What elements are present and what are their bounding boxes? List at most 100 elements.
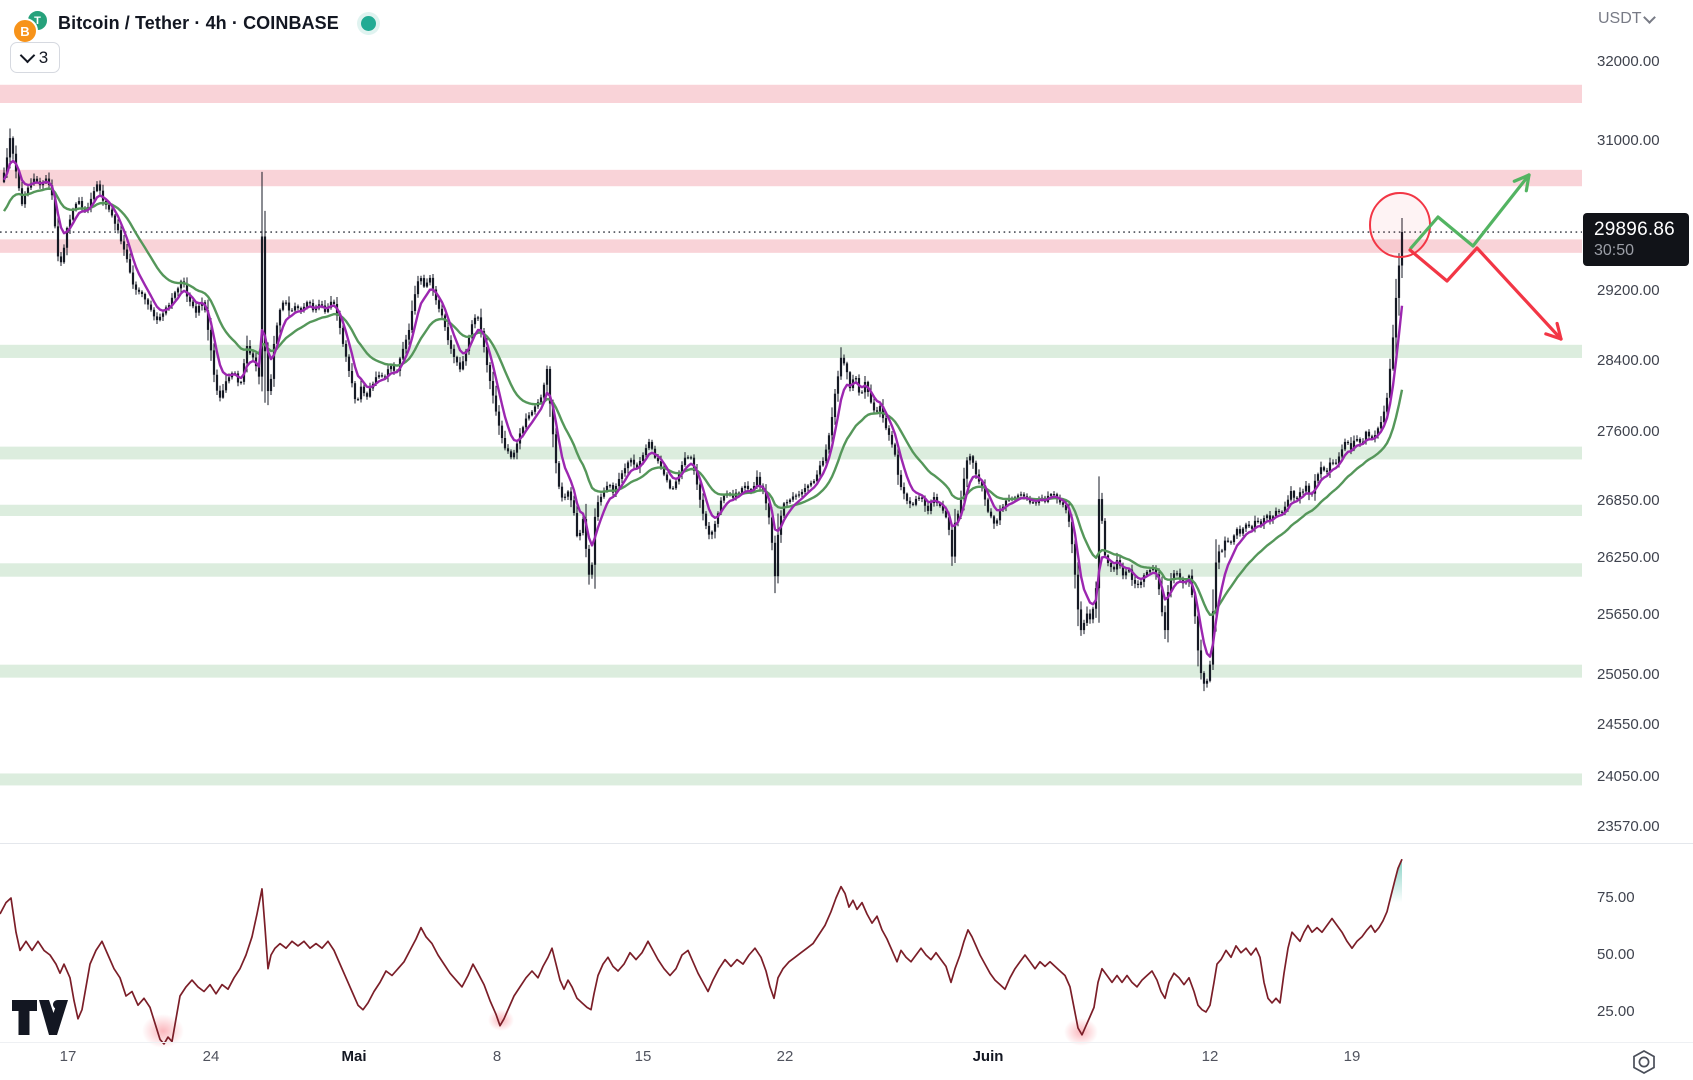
candle-body (959, 498, 963, 514)
resistance-zone[interactable] (0, 239, 1582, 253)
candle-body (1394, 297, 1398, 338)
candle-body (1031, 502, 1035, 504)
candle-body (1157, 574, 1161, 590)
candle-body (1151, 568, 1155, 570)
candle-body (5, 157, 9, 173)
candle-body (746, 485, 750, 490)
candle-body (836, 376, 840, 394)
candle-body (281, 302, 285, 310)
candle-body (854, 378, 858, 380)
candle-body (659, 461, 663, 468)
tradingview-logo[interactable] (12, 1000, 68, 1035)
candle-body (383, 376, 387, 378)
candle-body (1238, 529, 1242, 534)
candle-body (1247, 524, 1251, 527)
candle-body (905, 493, 909, 501)
support-zone[interactable] (0, 446, 1582, 460)
candle-body (1052, 494, 1056, 496)
gear-icon[interactable] (1633, 1050, 1655, 1074)
candle-body (545, 368, 549, 385)
candle-body (512, 452, 516, 458)
date-tick-label: 8 (492, 1048, 502, 1065)
price-tick-label: 26250.00 (1597, 548, 1660, 566)
legend-collapse-button[interactable]: 3 (10, 42, 60, 73)
candle-body (788, 499, 792, 503)
candle-body (401, 348, 405, 359)
rsi-pane[interactable] (0, 858, 1403, 1048)
candle-body (983, 487, 987, 500)
candle-body (701, 499, 705, 514)
candle-body (1019, 494, 1023, 496)
support-zone[interactable] (0, 664, 1582, 678)
candle-body (1223, 540, 1227, 551)
candle-body (1163, 612, 1167, 631)
candle-body (491, 381, 495, 396)
candle-body (1241, 528, 1245, 534)
candle-body (1337, 456, 1341, 464)
candle-body (11, 138, 15, 154)
candle-body (629, 459, 633, 463)
candle-body (188, 296, 192, 302)
candle-body (1130, 569, 1134, 580)
date-tick-label: Juin (972, 1048, 1004, 1065)
support-zone[interactable] (0, 773, 1582, 786)
price-tick-label: 25050.00 (1597, 665, 1660, 683)
candle-body (314, 308, 318, 311)
chevron-down-icon (19, 47, 36, 64)
candle-body (179, 281, 183, 289)
candle-body (503, 437, 507, 449)
support-zone[interactable] (0, 563, 1582, 577)
candle-body (1076, 574, 1080, 610)
candle-body (800, 491, 804, 495)
candle-body (251, 353, 255, 358)
candle-body (566, 491, 570, 497)
candle-body (173, 292, 177, 298)
resistance-zone[interactable] (0, 169, 1582, 187)
candle-body (65, 227, 69, 248)
candle-body (95, 184, 99, 192)
candle-body (1154, 568, 1158, 575)
bearish-scenario-arrow[interactable] (1408, 246, 1563, 341)
candle-body (176, 288, 180, 293)
candle-body (404, 339, 408, 349)
highlight-circle[interactable] (1369, 192, 1431, 258)
bullish-scenario-arrow[interactable] (1409, 173, 1531, 250)
candle-body (1292, 491, 1296, 498)
candle-body (1193, 594, 1197, 617)
date-tick-label: 19 (1343, 1048, 1361, 1065)
candle-body (620, 473, 624, 479)
candle-body (809, 482, 813, 486)
resistance-zone[interactable] (0, 84, 1582, 103)
candle-body (20, 188, 24, 205)
candle-body (1304, 485, 1308, 492)
candle-body (1250, 526, 1254, 529)
candle-body (98, 184, 102, 191)
candle-body (650, 441, 654, 449)
candle-body (584, 519, 588, 549)
candlestick-series[interactable] (2, 128, 1404, 692)
candle-body (1388, 368, 1392, 398)
candle-body (329, 301, 333, 308)
candle-body (554, 434, 558, 464)
candle-body (830, 417, 834, 436)
candle-body (548, 368, 552, 404)
drawing-annotations[interactable] (1369, 173, 1563, 341)
candle-body (431, 277, 435, 290)
candle-body (542, 384, 546, 398)
candle-body (647, 441, 651, 449)
candle-body (506, 448, 510, 452)
support-zone[interactable] (0, 344, 1582, 358)
candle-body (209, 329, 213, 351)
date-tick-label: 24 (202, 1048, 220, 1065)
candle-body (1367, 431, 1371, 437)
currency-unit-selector[interactable]: USDT (1598, 10, 1656, 28)
candle-body (170, 297, 174, 306)
candle-body (71, 210, 75, 220)
candle-body (878, 406, 882, 412)
candle-body (719, 500, 723, 514)
candle-body (1379, 422, 1383, 429)
candle-body (1319, 467, 1323, 475)
chevron-down-icon (1642, 11, 1656, 24)
candle-body (1178, 573, 1182, 578)
